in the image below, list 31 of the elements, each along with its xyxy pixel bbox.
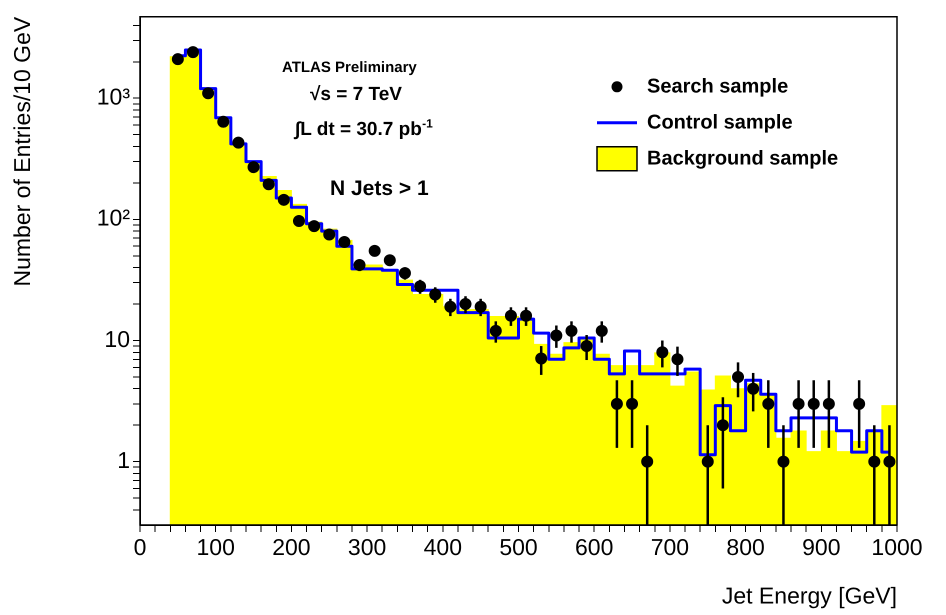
x-tick-label: 1000 [871, 534, 923, 560]
annotation: √s = 7 TeV [310, 84, 402, 105]
legend-label: Search sample [647, 75, 788, 98]
x-tick-label: 300 [348, 534, 386, 560]
x-tick-label: 500 [499, 534, 538, 560]
y-tick-label: 1 [117, 447, 130, 473]
y-tick-label: 10² [96, 204, 130, 231]
x-tick-label: 400 [424, 534, 462, 560]
point [202, 87, 214, 100]
y-tick-label: 10³ [96, 84, 130, 110]
y-tick-label: 10 [104, 326, 130, 352]
point [172, 53, 184, 66]
x-tick-label: 600 [575, 534, 614, 560]
x-tick-label: 100 [196, 534, 235, 560]
legend-label: Control sample [647, 111, 793, 134]
point [186, 46, 199, 58]
point [278, 194, 290, 206]
point [232, 136, 244, 149]
x-tick-label: 800 [726, 534, 765, 560]
point [248, 161, 260, 174]
x-tick-label: 200 [272, 534, 311, 560]
x-tick-label: 700 [650, 534, 690, 560]
point [262, 178, 275, 190]
annotation: ATLAS Preliminary [282, 59, 418, 76]
y-axis-title: Number of Entries/10 GeV [9, 16, 36, 287]
point [217, 116, 230, 128]
x-tick-label: 0 [134, 534, 146, 560]
x-tick-label: 900 [802, 534, 840, 560]
annotation: N Jets > 1 [330, 177, 429, 200]
legend-label: Background sample [647, 147, 838, 170]
x-axis-title: Jet Energy [GeV] [722, 582, 897, 609]
